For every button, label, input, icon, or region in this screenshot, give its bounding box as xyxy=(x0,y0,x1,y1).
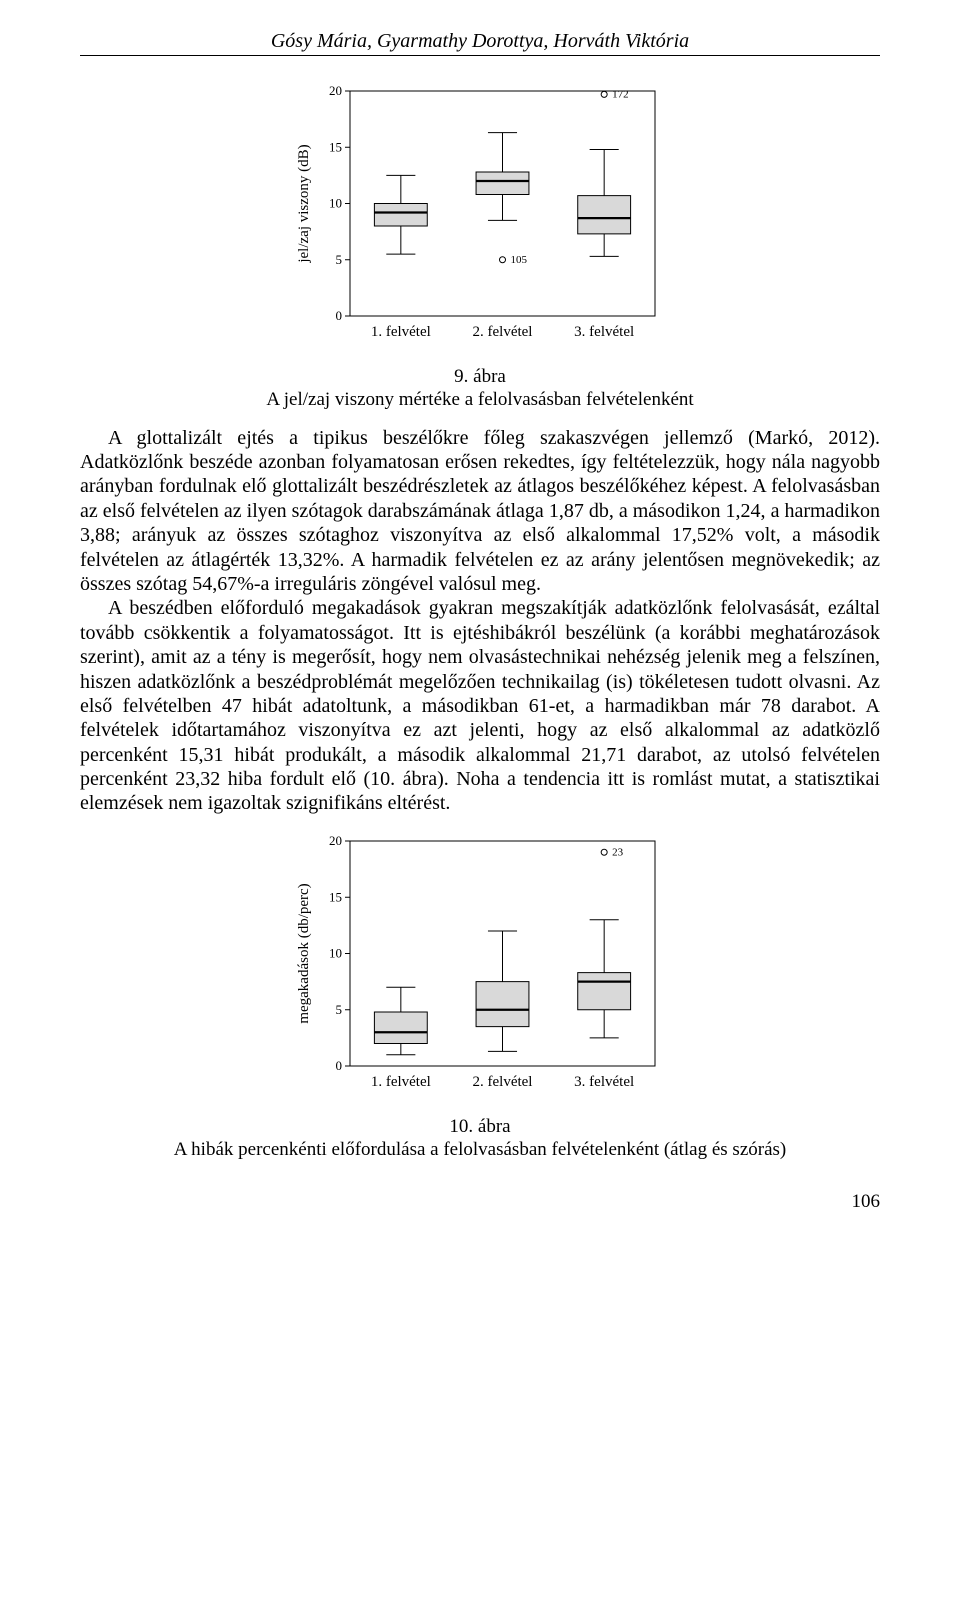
svg-text:5: 5 xyxy=(336,1002,343,1017)
figure-1-number: 9. ábra xyxy=(454,366,506,387)
figure-2-text: A hibák percenkénti előfordulása a felol… xyxy=(174,1139,787,1160)
figure-1-caption: 9. ábra A jel/zaj viszony mértéke a felo… xyxy=(80,366,880,412)
svg-text:5: 5 xyxy=(336,252,343,267)
paragraph-1: A glottalizált ejtés a tipikus beszélőkr… xyxy=(80,426,880,597)
svg-text:10: 10 xyxy=(329,196,342,211)
paragraph-2: A beszédben előforduló megakadások gyakr… xyxy=(80,596,880,816)
figure-2-caption: 10. ábra A hibák percenkénti előfordulás… xyxy=(80,1116,880,1162)
chart-1-container: 0 5 10 15 20 jel/zaj viszony (dB) 105 172 1. fel… xyxy=(80,76,880,356)
chart-2-boxplot: 0 5 10 15 20 megakadások (db/perc) 23 1. felvét… xyxy=(290,826,670,1106)
figure-1-text: A jel/zaj viszony mértéke a felolvasásba… xyxy=(266,389,693,410)
svg-text:15: 15 xyxy=(329,139,342,154)
svg-text:megakadások (db/perc): megakadások (db/perc) xyxy=(296,883,312,1023)
svg-text:1. felvétel: 1. felvétel xyxy=(371,324,431,340)
authors-header: Gósy Mária, Gyarmathy Dorottya, Horváth … xyxy=(80,30,880,56)
svg-text:15: 15 xyxy=(329,889,342,904)
svg-text:23: 23 xyxy=(612,846,624,858)
svg-text:0: 0 xyxy=(336,1058,343,1073)
chart-2-container: 0 5 10 15 20 megakadások (db/perc) 23 1. felvét… xyxy=(80,826,880,1106)
svg-text:1. felvétel: 1. felvétel xyxy=(371,1074,431,1090)
svg-text:3. felvétel: 3. felvétel xyxy=(574,324,634,340)
svg-text:2. felvétel: 2. felvétel xyxy=(473,1074,533,1090)
svg-text:10: 10 xyxy=(329,945,342,960)
svg-text:20: 20 xyxy=(329,83,342,98)
svg-text:172: 172 xyxy=(612,88,629,100)
svg-text:105: 105 xyxy=(511,254,528,266)
page-number: 106 xyxy=(80,1191,880,1213)
figure-2-number: 10. ábra xyxy=(449,1116,510,1137)
svg-text:20: 20 xyxy=(329,833,342,848)
svg-text:0: 0 xyxy=(336,308,343,323)
svg-text:2. felvétel: 2. felvétel xyxy=(473,324,533,340)
svg-text:3. felvétel: 3. felvétel xyxy=(574,1074,634,1090)
body-text: A glottalizált ejtés a tipikus beszélőkr… xyxy=(80,426,880,816)
svg-text:jel/zaj viszony (dB): jel/zaj viszony (dB) xyxy=(296,144,312,263)
chart-1-boxplot: 0 5 10 15 20 jel/zaj viszony (dB) 105 172 1. fel… xyxy=(290,76,670,356)
